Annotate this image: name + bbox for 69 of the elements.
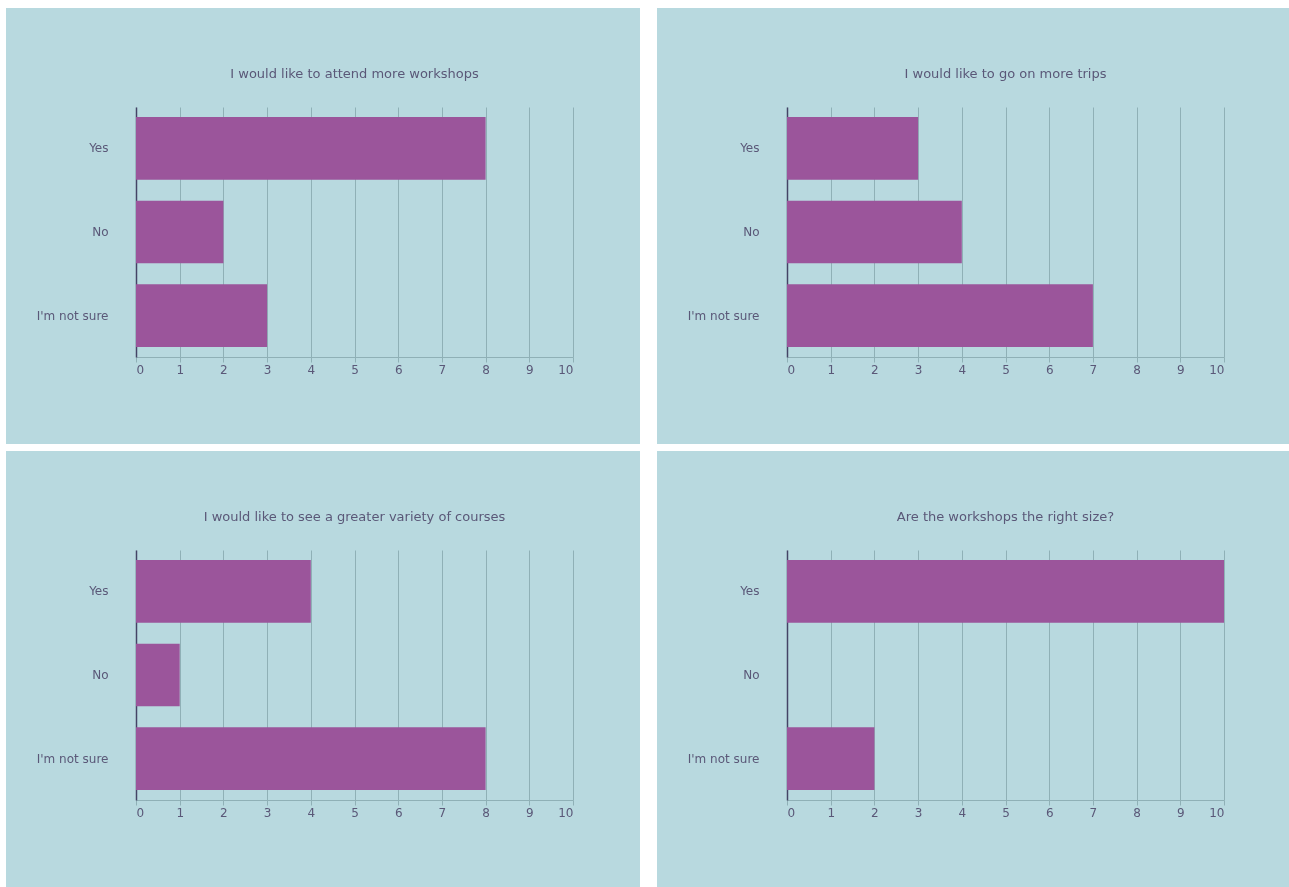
x-tick-label: 7 [438,362,447,377]
bar [136,200,224,264]
chart-title: I would like to see a greater variety of courses [203,509,506,524]
y-tick-label: Yes [739,584,760,599]
y-tick-label: No [92,225,109,239]
bar [136,727,486,790]
x-tick-label: 3 [263,362,272,377]
x-tick-label: 9 [525,805,534,820]
x-tick-label: 7 [1089,362,1098,377]
y-tick-label: Yes [739,141,760,156]
x-tick-label: 2 [220,362,228,377]
x-tick-label: 5 [351,805,359,820]
x-tick-label: 1 [176,805,185,820]
chart-title: I would like to attend more workshops [230,66,479,81]
x-tick-label: 0 [787,805,796,820]
x-tick-label: 7 [438,805,447,820]
x-tick-label: 2 [871,362,879,377]
chart-title: I would like to go on more trips [904,66,1107,81]
bar [136,284,268,347]
x-tick-label: 10 [558,362,574,377]
x-tick-label: 4 [958,805,967,820]
x-tick-label: 10 [558,805,574,820]
y-tick-label: I'm not sure [36,751,109,766]
x-tick-label: 1 [827,362,836,377]
x-tick-label: 3 [914,362,923,377]
x-tick-label: 0 [136,362,145,377]
x-tick-label: 4 [307,362,316,377]
x-tick-label: 6 [1045,362,1054,377]
bar [136,643,180,707]
x-tick-label: 8 [1133,805,1141,820]
x-tick-label: 5 [1002,362,1010,377]
x-tick-label: 4 [958,362,967,377]
bar [787,200,962,264]
x-tick-label: 2 [871,805,879,820]
bar [136,117,486,180]
y-tick-label: I'm not sure [687,751,760,766]
x-tick-label: 9 [1176,362,1185,377]
x-tick-label: 2 [220,805,228,820]
x-tick-label: 6 [394,805,403,820]
x-tick-label: 6 [394,362,403,377]
y-tick-label: No [92,668,109,682]
bar [787,284,1093,347]
x-tick-label: 6 [1045,805,1054,820]
x-tick-label: 9 [1176,805,1185,820]
y-tick-label: Yes [88,584,109,599]
x-tick-label: 8 [482,362,490,377]
chart-title: Are the workshops the right size? [896,509,1115,524]
x-tick-label: 8 [482,805,490,820]
y-tick-label: No [743,668,760,682]
x-tick-label: 1 [827,805,836,820]
x-tick-label: 0 [787,362,796,377]
x-tick-label: 5 [1002,805,1010,820]
y-tick-label: I'm not sure [687,308,760,323]
bar [787,117,919,180]
x-tick-label: 3 [914,805,923,820]
x-tick-label: 9 [525,362,534,377]
y-tick-label: I'm not sure [36,308,109,323]
x-tick-label: 8 [1133,362,1141,377]
x-tick-label: 5 [351,362,359,377]
x-tick-label: 1 [176,362,185,377]
x-tick-label: 0 [136,805,145,820]
y-tick-label: No [743,225,760,239]
x-tick-label: 10 [1209,362,1225,377]
x-tick-label: 10 [1209,805,1225,820]
x-tick-label: 7 [1089,805,1098,820]
x-tick-label: 4 [307,805,316,820]
x-tick-label: 3 [263,805,272,820]
y-tick-label: Yes [88,141,109,156]
bar [136,560,311,623]
